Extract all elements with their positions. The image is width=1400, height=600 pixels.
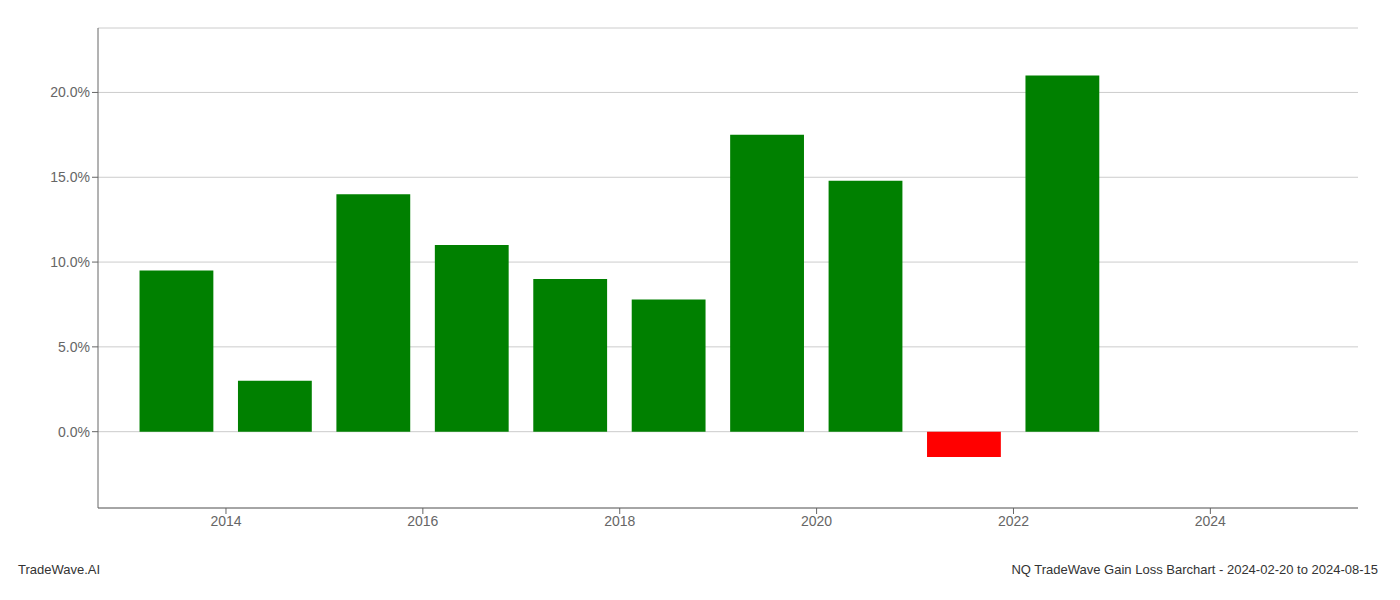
- svg-text:0.0%: 0.0%: [58, 424, 90, 440]
- svg-text:10.0%: 10.0%: [50, 254, 90, 270]
- svg-text:5.0%: 5.0%: [58, 339, 90, 355]
- svg-text:15.0%: 15.0%: [50, 169, 90, 185]
- svg-text:2022: 2022: [998, 513, 1029, 529]
- svg-text:2024: 2024: [1195, 513, 1226, 529]
- svg-text:2016: 2016: [407, 513, 438, 529]
- svg-text:2018: 2018: [604, 513, 635, 529]
- html-text:NQ TradeWave Gain Loss Barchar: NQ TradeWave Gain Loss Barchart - 2024-0…: [1011, 562, 1378, 577]
- svg-text:2014: 2014: [210, 513, 241, 529]
- svg-text:20.0%: 20.0%: [50, 84, 90, 100]
- html-text:TradeWave.AI: TradeWave.AI: [18, 562, 101, 577]
- svg-text:2020: 2020: [801, 513, 832, 529]
